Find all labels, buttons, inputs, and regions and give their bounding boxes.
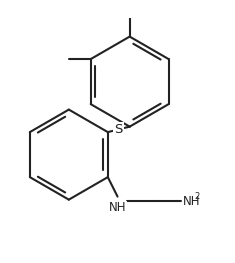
Text: NH: NH — [109, 201, 126, 214]
Text: NH: NH — [183, 195, 201, 208]
Text: S: S — [114, 123, 123, 136]
Text: 2: 2 — [194, 192, 200, 201]
